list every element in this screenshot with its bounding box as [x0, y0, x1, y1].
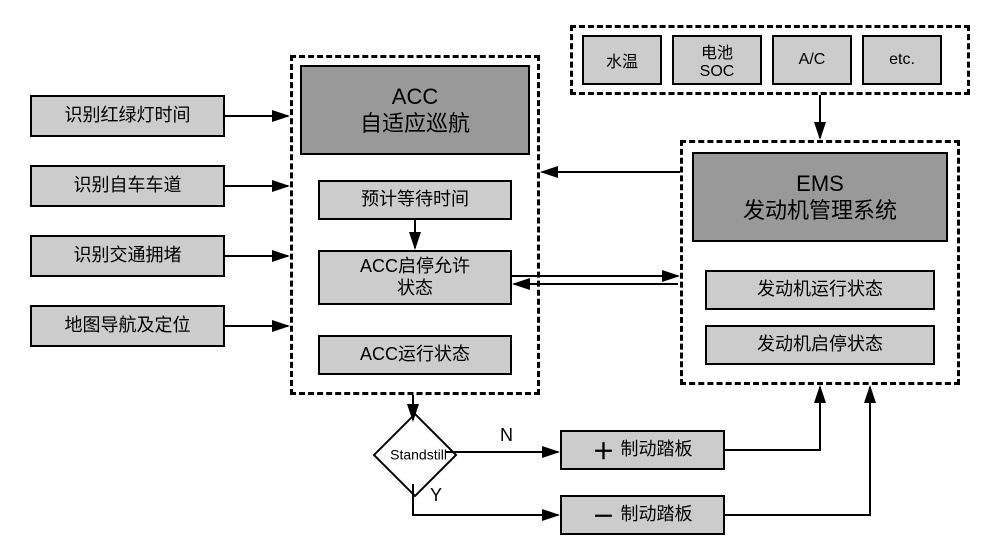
right-input-4: etc. — [862, 35, 942, 85]
pedal-plus-label: 制动踏板 — [621, 439, 693, 461]
right-header-label: EMS 发动机管理系统 — [743, 170, 897, 225]
right-input-1: 水温 — [582, 35, 662, 85]
left-input-4-label: 地图导航及定位 — [65, 315, 191, 337]
right-item-2: 发动机启停状态 — [705, 325, 935, 365]
left-input-4: 地图导航及定位 — [30, 305, 225, 347]
center-item-2: ACC启停允许 状态 — [318, 250, 512, 305]
right-header: EMS 发动机管理系统 — [692, 152, 948, 242]
left-input-2: 识别自车车道 — [30, 165, 225, 207]
right-item-1-label: 发动机运行状态 — [757, 279, 883, 301]
right-item-2-label: 发动机启停状态 — [757, 334, 883, 356]
center-item-2-label: ACC启停允许 状态 — [360, 256, 470, 299]
pedal-plus: ＋ 制动踏板 — [560, 430, 725, 470]
center-header: ACC 自适应巡航 — [300, 65, 530, 155]
left-input-1-label: 识别红绿灯时间 — [65, 105, 191, 127]
left-input-2-label: 识别自车车道 — [74, 175, 182, 197]
left-input-3: 识别交通拥堵 — [30, 235, 225, 277]
left-input-1: 识别红绿灯时间 — [30, 95, 225, 137]
center-item-3-label: ACC运行状态 — [360, 344, 470, 366]
decision-diamond: Standstill — [373, 413, 458, 498]
center-header-label: ACC 自适应巡航 — [360, 83, 470, 138]
right-input-1-label: 水温 — [606, 48, 638, 72]
right-input-3-label: A/C — [799, 51, 826, 69]
pedal-minus-label: 制动踏板 — [621, 504, 693, 526]
right-input-4-label: etc. — [889, 51, 915, 69]
minus-sign: － — [592, 499, 614, 531]
pedal-minus: － 制动踏板 — [560, 495, 725, 535]
right-item-1: 发动机运行状态 — [705, 270, 935, 310]
branch-y: Y — [430, 485, 442, 506]
right-input-2: 电池 SOC — [672, 35, 762, 85]
right-input-3: A/C — [772, 35, 852, 85]
right-input-2-label: 电池 SOC — [700, 39, 735, 81]
center-item-1-label: 预计等待时间 — [361, 189, 469, 211]
diagram-canvas: 识别红绿灯时间 识别自车车道 识别交通拥堵 地图导航及定位 ACC 自适应巡航 … — [0, 0, 1000, 560]
left-input-3-label: 识别交通拥堵 — [74, 245, 182, 267]
decision-label: Standstill — [359, 446, 479, 462]
center-item-1: 预计等待时间 — [318, 180, 512, 220]
plus-sign: ＋ — [592, 434, 614, 466]
center-item-3: ACC运行状态 — [318, 335, 512, 375]
branch-n: N — [500, 425, 513, 446]
